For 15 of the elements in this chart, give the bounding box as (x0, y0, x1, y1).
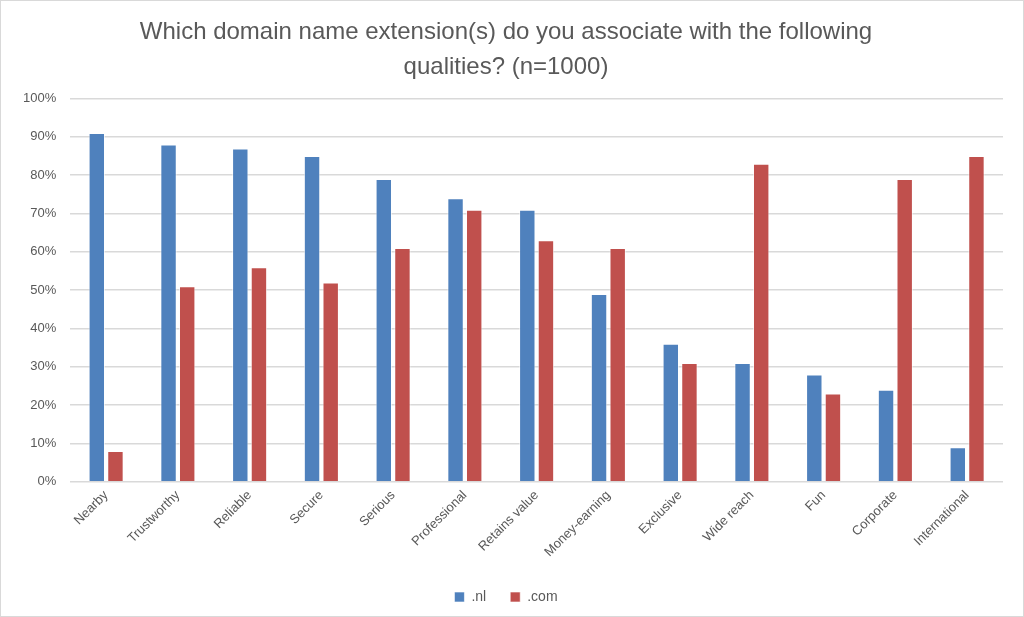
y-tick-label: 80% (30, 166, 57, 182)
y-tick-label: 90% (30, 128, 57, 144)
y-tick-label: 100% (23, 90, 57, 106)
x-tick-label: Fun (801, 487, 829, 514)
chart-title: Which domain name extension(s) do you associate with the following qualities? (n=1000) (139, 17, 873, 79)
legend-label: .nl (471, 587, 487, 604)
y-tick-label: 50% (30, 281, 57, 297)
y-tick-label: 10% (30, 434, 57, 450)
y-tick-label: 40% (30, 320, 57, 336)
y-tick-label: 70% (30, 205, 57, 221)
legend-label: .com (527, 587, 558, 604)
y-tick-label: 0% (37, 473, 57, 489)
y-tick-label: 30% (30, 358, 57, 374)
y-tick-label: 20% (30, 396, 57, 412)
y-tick-label: 60% (30, 243, 57, 259)
